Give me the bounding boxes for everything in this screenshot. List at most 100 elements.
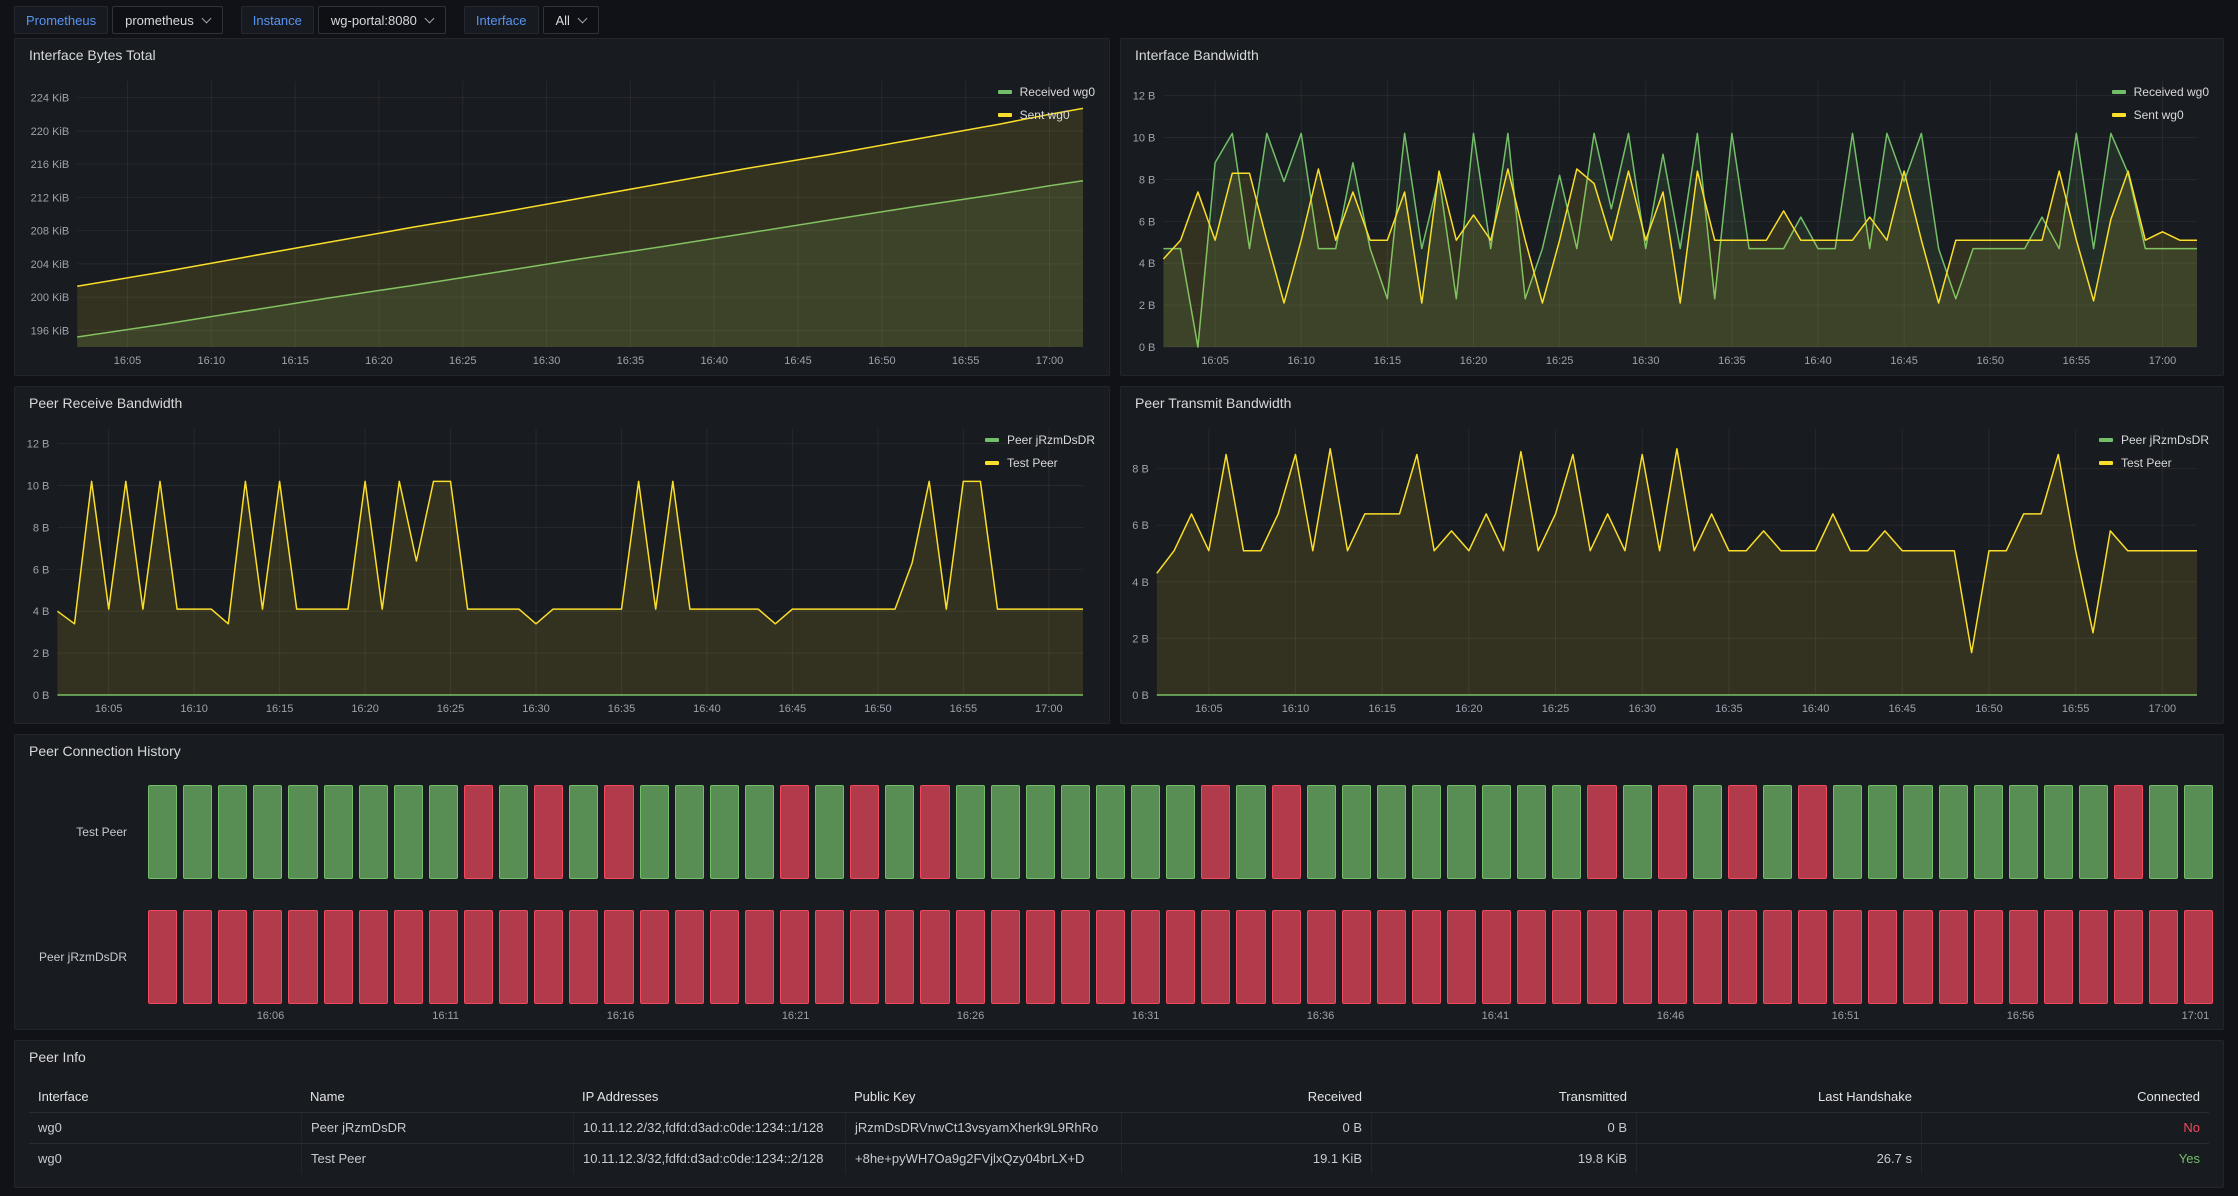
table-header-connected[interactable]: Connected [2137, 1089, 2200, 1104]
status-bar-disconnected [1131, 910, 1161, 1004]
status-bar-connected [428, 785, 458, 879]
status-bar-disconnected [1833, 910, 1863, 1004]
x-axis-tick-label: 16:50 [1975, 703, 2003, 715]
status-bar-disconnected [2079, 910, 2109, 1004]
panel-title[interactable]: Peer Receive Bandwidth [29, 395, 183, 411]
chart-legend: Peer jRzmDsDR Test Peer [979, 415, 1109, 719]
table-header-last_handshake[interactable]: Last Handshake [1818, 1089, 1912, 1104]
status-bar-connected [1517, 785, 1547, 879]
series-line-Sent wg0 [77, 107, 1084, 288]
table-header-interface[interactable]: Interface [38, 1089, 89, 1104]
table-cell-received: 19.1 KiB [1121, 1143, 1371, 1174]
status-bar-disconnected [463, 910, 494, 1004]
status-bar-disconnected [534, 910, 564, 1004]
timeseries-chart[interactable]: 0 B 2 B 4 B 6 B 8 B 10 B 12 B 16:05 16:10 16:15 16… [1121, 67, 2197, 371]
status-bar-disconnected [1236, 910, 1266, 1004]
status-bar-connected [1692, 785, 1722, 879]
x-axis-tick-label: 17:00 [1035, 703, 1063, 715]
x-axis-tick-label: 16:31 [1131, 1010, 1160, 1022]
table-cell-name: Test Peer [301, 1143, 573, 1174]
legend-item[interactable]: Test Peer [984, 456, 1095, 470]
variable-instance-select[interactable]: wg-portal:8080 [317, 6, 446, 34]
status-bar-connected [2043, 785, 2074, 879]
panel-title[interactable]: Peer Connection History [29, 743, 181, 759]
status-bar-connected [990, 785, 1020, 879]
status-bar-connected [1166, 785, 1196, 879]
status-bar-connected [253, 785, 283, 879]
variable-interface-select[interactable]: All [542, 6, 599, 34]
legend-item[interactable]: Sent wg0 [2111, 108, 2209, 122]
status-bar-connected [1236, 785, 1266, 879]
status-bar-connected [1447, 785, 1477, 879]
series-line-Test Peer [56, 480, 1083, 625]
variable-prometheus-label: Prometheus [14, 6, 109, 34]
x-axis-tick-label: 16:05 [1201, 355, 1229, 367]
panel-title[interactable]: Peer Info [29, 1049, 86, 1065]
status-bar-disconnected [779, 785, 810, 879]
table-header-public_key[interactable]: Public Key [854, 1089, 916, 1104]
legend-swatch-icon [2098, 461, 2113, 465]
legend-item[interactable]: Test Peer [2098, 456, 2209, 470]
status-bar-disconnected [1060, 910, 1090, 1004]
status-bar-connected [1341, 785, 1371, 879]
panel-title[interactable]: Interface Bytes Total [29, 47, 156, 63]
x-axis-tick-label: 16:30 [1628, 703, 1656, 715]
status-bar-disconnected [1727, 910, 1758, 1004]
variable-interface-label: Interface [463, 6, 539, 34]
legend-item[interactable]: Sent wg0 [997, 108, 1095, 122]
status-bar-disconnected [1201, 910, 1231, 1004]
status-bar-disconnected [1552, 910, 1582, 1004]
status-bar-disconnected [1903, 910, 1933, 1004]
status-bar-connected [1938, 785, 1968, 879]
panel-title[interactable]: Interface Bandwidth [1135, 47, 1259, 63]
y-axis-tick-label: 10 B [27, 481, 50, 493]
legend-item[interactable]: Peer jRzmDsDR [984, 433, 1095, 447]
timeseries-chart[interactable]: 196 KiB 200 KiB 204 KiB 208 KiB 212 KiB 216 K… [15, 67, 1084, 371]
variable-prometheus-select[interactable]: prometheus [112, 6, 223, 34]
status-bar-disconnected [1271, 910, 1301, 1004]
status-bar-disconnected [1482, 910, 1512, 1004]
timeseries-chart[interactable]: 0 B 2 B 4 B 6 B 8 B 10 B 12 B 16:05 16:10 16:15 16… [15, 415, 1083, 719]
y-axis-tick-label: 0 B [1139, 342, 1156, 354]
x-axis-tick-label: 16:50 [864, 703, 892, 715]
status-bar-connected [323, 785, 353, 879]
variable-instance: Instance wg-portal:8080 [240, 6, 446, 34]
table-header-name[interactable]: Name [310, 1089, 345, 1104]
status-bar-disconnected [920, 910, 950, 1004]
x-axis-tick-label: 16:45 [784, 355, 812, 367]
status-bar-disconnected [2184, 910, 2214, 1004]
status-bar-disconnected [1692, 910, 1722, 1004]
x-axis-tick-label: 16:40 [1804, 355, 1832, 367]
table-cell-connected: No [1921, 1112, 2209, 1143]
y-axis-tick-label: 6 B [33, 564, 50, 576]
legend-item[interactable]: Received wg0 [2111, 85, 2209, 99]
table-header-transmitted[interactable]: Transmitted [1558, 1089, 1627, 1104]
table-cell-interface: wg0 [29, 1112, 301, 1143]
status-bar-disconnected [1201, 785, 1231, 879]
chart-canvas: 0 B 2 B 4 B 6 B 8 B 10 B 12 B 16:05 16:10 16:15 16… [27, 429, 1083, 715]
status-bar-disconnected [1973, 910, 2003, 1004]
status-history-chart[interactable]: Test Peer Peer jRzmDsDR 16:06 16:11 16:16 16:… [15, 763, 2223, 1029]
x-axis-tick-label: 16:06 [256, 1010, 285, 1022]
x-axis-tick-label: 16:35 [1715, 703, 1743, 715]
x-axis-tick-label: 16:15 [266, 703, 294, 715]
x-axis-tick-label: 16:41 [1481, 1010, 1510, 1022]
x-axis-tick-label: 16:20 [1455, 703, 1483, 715]
legend-item[interactable]: Peer jRzmDsDR [2098, 433, 2209, 447]
x-axis-tick-label: 16:15 [281, 355, 309, 367]
x-axis-tick-label: 16:40 [693, 703, 721, 715]
status-bar-connected [2149, 785, 2179, 879]
table-header-ip_addresses[interactable]: IP Addresses [582, 1089, 659, 1104]
status-bar-connected [1306, 785, 1336, 879]
panel-title[interactable]: Peer Transmit Bandwidth [1135, 395, 1292, 411]
status-bar-connected [2079, 785, 2109, 879]
timeseries-chart[interactable]: 0 B 2 B 4 B 6 B 8 B 16:05 16:10 16:15 16:20 16:25… [1121, 415, 2197, 719]
legend-series-label: Received wg0 [1019, 85, 1095, 99]
table-cell-last_handshake [1636, 1112, 1921, 1143]
table-header-received[interactable]: Received [1307, 1089, 1362, 1104]
x-axis-tick-label: 16:10 [198, 355, 226, 367]
legend-item[interactable]: Received wg0 [997, 85, 1095, 99]
status-bar-connected [288, 785, 318, 879]
x-axis-tick-label: 16:11 [432, 1010, 459, 1022]
x-axis-tick-label: 16:51 [1831, 1010, 1860, 1022]
